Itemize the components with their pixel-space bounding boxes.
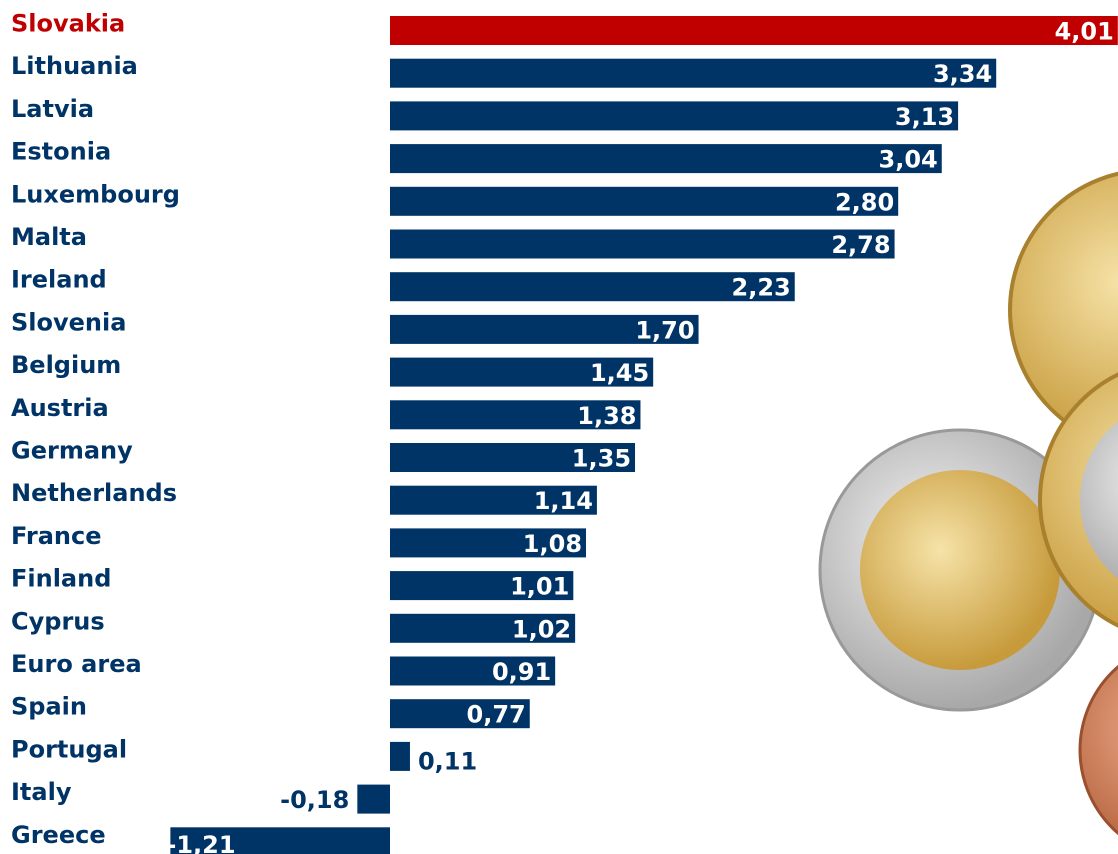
category-label: Estonia	[11, 138, 111, 166]
bar	[390, 101, 958, 130]
category-label: Greece	[11, 821, 106, 849]
category-label: Portugal	[11, 735, 127, 763]
category-label: France	[11, 522, 101, 550]
category-label: Netherlands	[11, 479, 177, 507]
value-label: 1,02	[512, 615, 571, 643]
value-label: 1,35	[572, 445, 631, 473]
bar	[390, 187, 898, 216]
value-label: 3,04	[879, 146, 938, 174]
category-label: Euro area	[11, 650, 142, 678]
value-label: 2,23	[732, 274, 791, 302]
value-label: 1,70	[635, 316, 694, 344]
bar	[390, 16, 1118, 45]
value-label: 1,01	[510, 573, 569, 601]
category-label: Germany	[11, 437, 133, 465]
category-label: Finland	[11, 565, 111, 593]
category-label: Malta	[11, 223, 87, 251]
value-label: 1,14	[534, 487, 593, 515]
value-label: 0,77	[467, 701, 526, 729]
value-label: 3,13	[895, 103, 954, 131]
category-label: Latvia	[11, 95, 94, 123]
category-label: Italy	[11, 778, 72, 806]
category-label: Ireland	[11, 266, 107, 294]
chart: Slovakia 4,01 Lithuania 3,34 Latvia 3,13 Eston…	[0, 0, 1118, 854]
coins-decoration	[820, 170, 1118, 854]
category-label: Slovakia	[11, 10, 125, 38]
value-label: 1,38	[577, 402, 636, 430]
value-label: 2,80	[835, 188, 894, 216]
value-label: -1,21	[166, 831, 235, 854]
category-label: Slovenia	[11, 308, 126, 336]
category-label: Cyprus	[11, 607, 105, 635]
value-label: 3,34	[933, 60, 992, 88]
bar	[357, 785, 390, 814]
category-label: Spain	[11, 693, 87, 721]
category-label: Luxembourg	[11, 180, 180, 208]
value-label: 1,08	[523, 530, 582, 558]
category-label: Lithuania	[11, 52, 138, 80]
bar	[390, 230, 895, 259]
category-label: Austria	[11, 394, 109, 422]
bar	[390, 59, 996, 88]
bar	[390, 742, 410, 771]
value-label: 0,11	[418, 747, 477, 775]
bar	[390, 144, 942, 173]
value-label: 4,01	[1055, 18, 1114, 46]
value-label: 0,91	[492, 658, 551, 686]
value-label: -0,18	[280, 786, 349, 814]
category-label: Belgium	[11, 351, 121, 379]
value-label: 1,45	[590, 359, 649, 387]
value-label: 2,78	[831, 231, 890, 259]
